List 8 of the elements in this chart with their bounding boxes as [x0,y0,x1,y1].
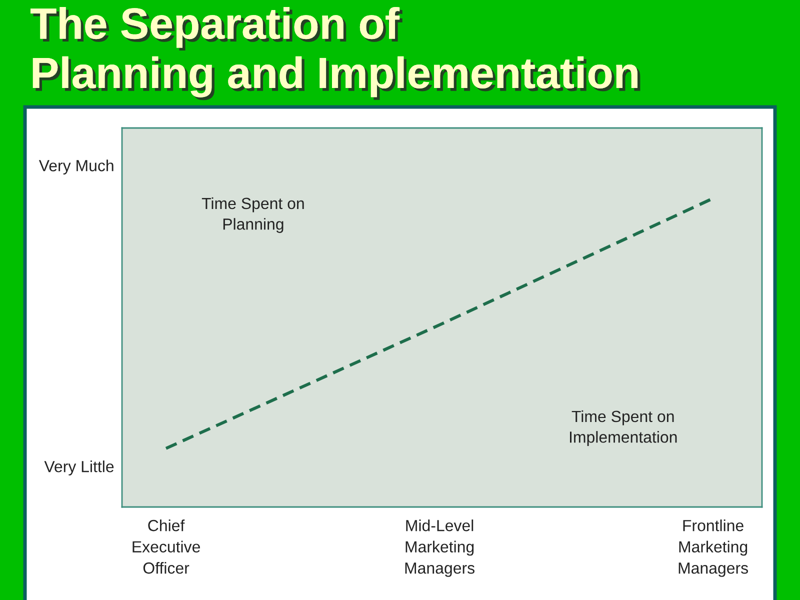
text: Very Little [44,460,114,476]
text: Very Much [38,160,114,174]
x-tick-label: Frontline Marketing Managers [678,520,748,577]
x-tick-label: Chief Executive Officer [132,520,200,574]
annotation: Time Spent on Planning [202,197,304,233]
x-tick-label: Mid-Level Marketing Managers [405,520,474,577]
annotation: Time Spent on Implementation [570,410,677,446]
chart-title: The Separation of Planning and Implementation [30,7,640,100]
